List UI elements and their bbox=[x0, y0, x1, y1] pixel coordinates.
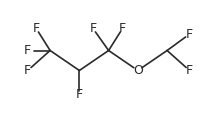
Text: F: F bbox=[76, 88, 83, 101]
Text: F: F bbox=[24, 64, 31, 77]
Text: F: F bbox=[186, 28, 193, 41]
Text: O: O bbox=[133, 64, 143, 77]
Text: F: F bbox=[119, 22, 126, 35]
Text: F: F bbox=[33, 22, 40, 35]
Text: F: F bbox=[186, 64, 193, 77]
Text: F: F bbox=[24, 44, 31, 57]
Text: F: F bbox=[89, 22, 97, 35]
